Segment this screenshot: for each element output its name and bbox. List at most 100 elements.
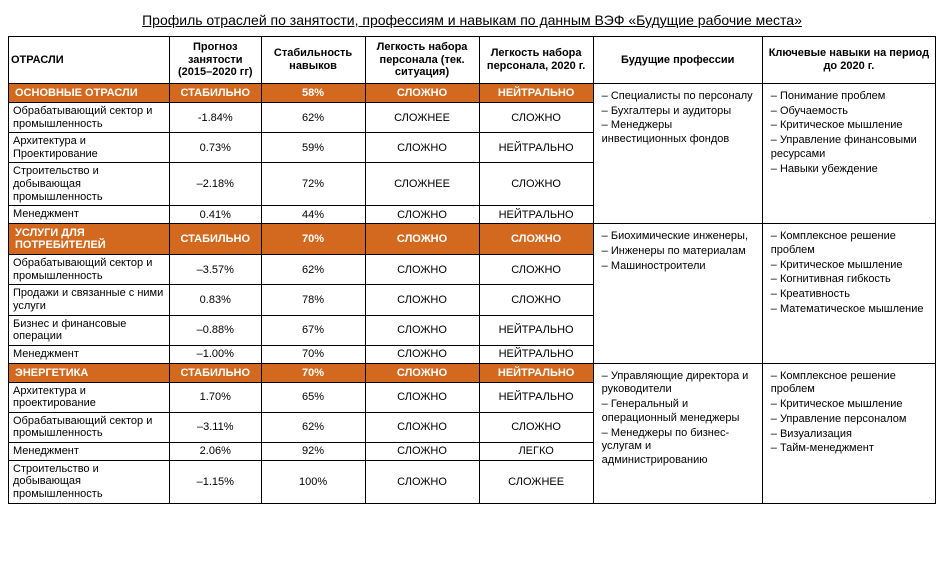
- cell-ease_2020: НЕЙТРАЛЬНО: [479, 345, 593, 363]
- cell-forecast: 0.41%: [169, 206, 261, 224]
- cell-forecast: –2.18%: [169, 163, 261, 206]
- th-stability: Стабильность навыков: [261, 37, 365, 84]
- cell-ease_now: СЛОЖНО: [365, 345, 479, 363]
- cell-ease_2020: СЛОЖНЕЕ: [479, 460, 593, 503]
- row-label: Строительство и добывающая промышленност…: [9, 460, 170, 503]
- cell-ease_2020: НЕЙТРАЛЬНО: [479, 206, 593, 224]
- profession-item: Бухгалтеры и аудиторы: [602, 105, 758, 119]
- cell-ease_now: СЛОЖНО: [365, 315, 479, 345]
- row-label: Архитектура и Проектирование: [9, 133, 170, 163]
- row-label: Обрабатывающий сектор и промышленность: [9, 255, 170, 285]
- profession-item: Генеральный и операционный менеджеры: [602, 398, 758, 426]
- section-label: ЭНЕРГЕТИКА: [9, 363, 170, 382]
- section-ease_now: СЛОЖНО: [365, 224, 479, 255]
- section-forecast: СТАБИЛЬНО: [169, 363, 261, 382]
- profession-item: Менеджеры инвестиционных фондов: [602, 119, 758, 147]
- cell-stability: 78%: [261, 285, 365, 315]
- skill-item: Критическое мышление: [771, 398, 931, 412]
- section-stability: 70%: [261, 224, 365, 255]
- professions-cell: Специалисты по персоналуБухгалтеры и ауд…: [593, 83, 762, 223]
- profession-item: Биохимические инженеры,: [602, 230, 758, 244]
- cell-ease_now: СЛОЖНО: [365, 133, 479, 163]
- cell-ease_now: СЛОЖНО: [365, 443, 479, 461]
- section-ease_now: СЛОЖНО: [365, 83, 479, 102]
- page-title: Профиль отраслей по занятости, профессия…: [8, 8, 936, 36]
- section-label: УСЛУГИ ДЛЯ ПОТРЕБИТЕЛЕЙ: [9, 224, 170, 255]
- th-industry: ОТРАСЛИ: [9, 37, 170, 84]
- section-ease_now: СЛОЖНО: [365, 363, 479, 382]
- skill-item: Управление персоналом: [771, 413, 931, 427]
- row-label: Архитектура и проектирование: [9, 382, 170, 412]
- skill-item: Визуализация: [771, 428, 931, 442]
- cell-forecast: 2.06%: [169, 443, 261, 461]
- industry-table: ОТРАСЛИ Прогноз занятости (2015–2020 гг)…: [8, 36, 936, 504]
- cell-forecast: –0.88%: [169, 315, 261, 345]
- row-label: Строительство и добывающая промышленност…: [9, 163, 170, 206]
- cell-ease_now: СЛОЖНЕЕ: [365, 102, 479, 132]
- cell-stability: 62%: [261, 412, 365, 442]
- skill-item: Креативность: [771, 288, 931, 302]
- section-ease_2020: НЕЙТРАЛЬНО: [479, 83, 593, 102]
- skill-item: Обучаемость: [771, 105, 931, 119]
- skill-item: Комплексное решение проблем: [771, 370, 931, 398]
- cell-ease_2020: НЕЙТРАЛЬНО: [479, 133, 593, 163]
- cell-ease_now: СЛОЖНО: [365, 382, 479, 412]
- section-stability: 70%: [261, 363, 365, 382]
- cell-ease_2020: СЛОЖНО: [479, 102, 593, 132]
- row-label: Менеджмент: [9, 443, 170, 461]
- row-label: Бизнес и финансовые операции: [9, 315, 170, 345]
- cell-forecast: 0.73%: [169, 133, 261, 163]
- cell-forecast: –1.00%: [169, 345, 261, 363]
- section-ease_2020: СЛОЖНО: [479, 224, 593, 255]
- cell-stability: 92%: [261, 443, 365, 461]
- profession-item: Специалисты по персоналу: [602, 90, 758, 104]
- cell-forecast: -1.84%: [169, 102, 261, 132]
- cell-forecast: –1.15%: [169, 460, 261, 503]
- th-key-skills: Ключевые навыки на период до 2020 г.: [762, 37, 935, 84]
- profession-item: Инженеры по материалам: [602, 245, 758, 259]
- skill-item: Управление финансовыми ресурсами: [771, 134, 931, 162]
- cell-ease_2020: СЛОЖНО: [479, 163, 593, 206]
- row-label: Обрабатывающий сектор и промышленность: [9, 102, 170, 132]
- section-ease_2020: НЕЙТРАЛЬНО: [479, 363, 593, 382]
- profession-item: Машиностроители: [602, 260, 758, 274]
- th-future-prof: Будущие профессии: [593, 37, 762, 84]
- cell-ease_2020: СЛОЖНО: [479, 412, 593, 442]
- cell-ease_2020: НЕЙТРАЛЬНО: [479, 382, 593, 412]
- cell-stability: 62%: [261, 255, 365, 285]
- cell-forecast: –3.11%: [169, 412, 261, 442]
- section-label: ОСНОВНЫЕ ОТРАСЛИ: [9, 83, 170, 102]
- section-forecast: СТАБИЛЬНО: [169, 83, 261, 102]
- profession-item: Менеджеры по бизнес-услугам и администри…: [602, 427, 758, 468]
- cell-stability: 67%: [261, 315, 365, 345]
- cell-ease_2020: СЛОЖНО: [479, 255, 593, 285]
- row-label: Менеджмент: [9, 345, 170, 363]
- cell-ease_2020: СЛОЖНО: [479, 285, 593, 315]
- professions-cell: Биохимические инженеры,Инженеры по матер…: [593, 224, 762, 363]
- skill-item: Тайм-менеджмент: [771, 442, 931, 456]
- section-row: ОСНОВНЫЕ ОТРАСЛИСТАБИЛЬНО58%СЛОЖНОНЕЙТРА…: [9, 83, 936, 102]
- skill-item: Понимание проблем: [771, 90, 931, 104]
- skills-cell: Понимание проблемОбучаемостьКритическое …: [762, 83, 935, 223]
- header-row: ОТРАСЛИ Прогноз занятости (2015–2020 гг)…: [9, 37, 936, 84]
- cell-stability: 44%: [261, 206, 365, 224]
- skills-cell: Комплексное решение проблемКритическое м…: [762, 224, 935, 363]
- section-stability: 58%: [261, 83, 365, 102]
- skill-item: Навыки убеждение: [771, 163, 931, 177]
- cell-stability: 100%: [261, 460, 365, 503]
- row-label: Менеджмент: [9, 206, 170, 224]
- th-ease-now: Легкость набора персонала (тек. ситуация…: [365, 37, 479, 84]
- skill-item: Комплексное решение проблем: [771, 230, 931, 258]
- row-label: Продажи и связанные с ними услуги: [9, 285, 170, 315]
- cell-stability: 72%: [261, 163, 365, 206]
- cell-stability: 59%: [261, 133, 365, 163]
- skill-item: Когнитивная гибкость: [771, 273, 931, 287]
- cell-stability: 65%: [261, 382, 365, 412]
- th-ease-2020: Легкость набора персонала, 2020 г.: [479, 37, 593, 84]
- cell-forecast: 1.70%: [169, 382, 261, 412]
- row-label: Обрабатывающий сектор и промышленность: [9, 412, 170, 442]
- cell-stability: 62%: [261, 102, 365, 132]
- cell-ease_2020: ЛЕГКО: [479, 443, 593, 461]
- skills-cell: Комплексное решение проблемКритическое м…: [762, 363, 935, 503]
- cell-ease_now: СЛОЖНЕЕ: [365, 163, 479, 206]
